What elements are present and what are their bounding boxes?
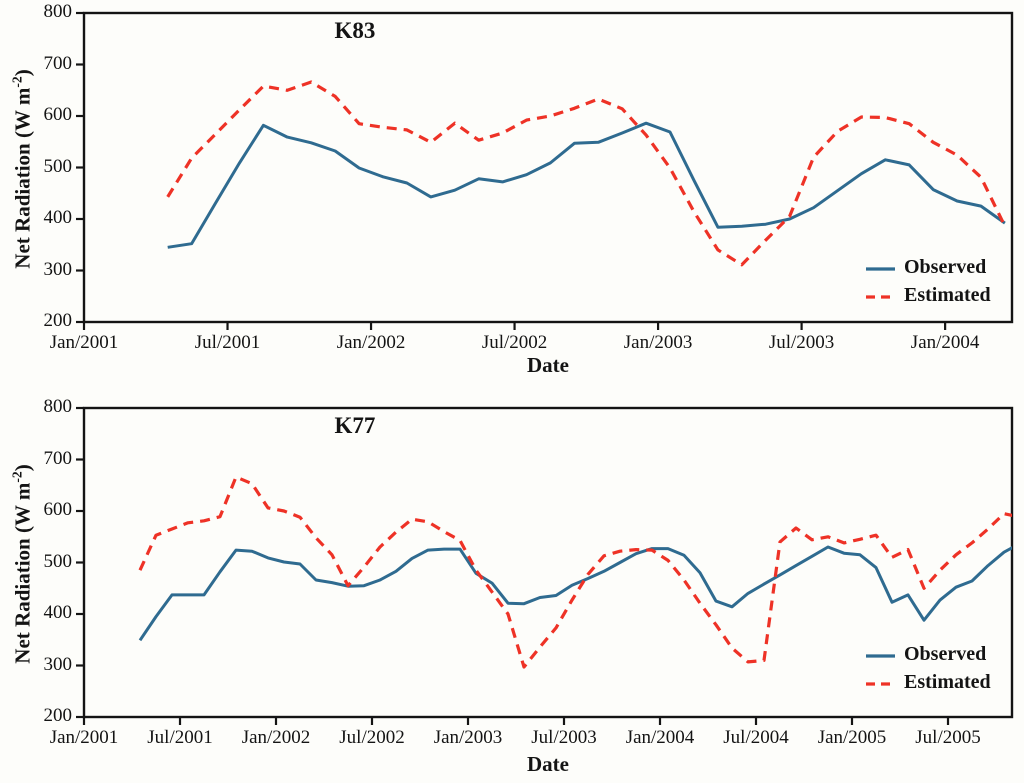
x-tick-label: Jul/2002: [339, 727, 405, 748]
y-axis-label-superscript: -2: [9, 471, 25, 483]
y-tick-label: 700: [43, 447, 73, 469]
legend-label-estimated-top: Estimated: [904, 284, 991, 306]
plot-border: [82, 406, 1014, 719]
panel-title-k83: K83: [334, 18, 376, 43]
y-tick-label: 300: [43, 258, 73, 280]
series-line-estimated: [138, 475, 1012, 669]
series-line-estimated: [166, 80, 1007, 267]
y-tick-label: 300: [43, 653, 73, 675]
x-axis-label-top: Date: [527, 353, 569, 377]
x-tick-label: Jan/2002: [241, 727, 311, 748]
x-axis-label-bottom: Date: [527, 752, 569, 776]
x-tick-label: Jul/2001: [147, 727, 213, 748]
y-tick-label: 200: [43, 310, 73, 331]
y-tick-label: 700: [43, 52, 73, 74]
x-tick-label: Jul/2001: [194, 332, 261, 353]
x-tick-label: Jan/2001: [49, 727, 119, 748]
x-tick-label: Jan/2003: [623, 332, 693, 353]
series-line-observed: [167, 121, 1006, 249]
y-tick-label: 500: [43, 155, 73, 177]
x-tick-label: Jul/2003: [531, 727, 597, 748]
y-tick-label: 800: [43, 1, 73, 22]
x-tick-label: Jan/2004: [910, 332, 980, 353]
y-tick-label: 200: [43, 705, 73, 726]
panel-title-k77: K77: [334, 413, 376, 438]
legend-label-observed-bottom: Observed: [904, 643, 987, 665]
x-tick-label: Jan/2001: [49, 332, 119, 353]
y-tick-label: 600: [43, 499, 73, 520]
y-tick-label: 400: [43, 602, 73, 623]
y-tick-label: 400: [43, 207, 73, 228]
y-axis-label-superscript: -2: [9, 76, 25, 88]
x-tick-label: Jul/2005: [915, 727, 981, 748]
y-tick-label: 500: [43, 550, 73, 572]
legend-label-estimated-bottom: Estimated: [904, 671, 991, 693]
x-tick-label: Jul/2002: [481, 332, 548, 353]
y-tick-label: 800: [43, 396, 73, 417]
x-tick-label: Jul/2004: [723, 727, 789, 748]
x-tick-label: Jan/2002: [336, 332, 406, 353]
x-tick-label: Jan/2005: [817, 727, 887, 748]
legend-label-observed-top: Observed: [904, 256, 987, 278]
x-tick-label: Jan/2004: [625, 727, 695, 748]
x-tick-label: Jan/2003: [433, 727, 503, 748]
y-tick-label: 600: [43, 104, 73, 125]
series-line-observed: [138, 545, 1012, 642]
x-tick-label: Jul/2003: [768, 332, 835, 353]
